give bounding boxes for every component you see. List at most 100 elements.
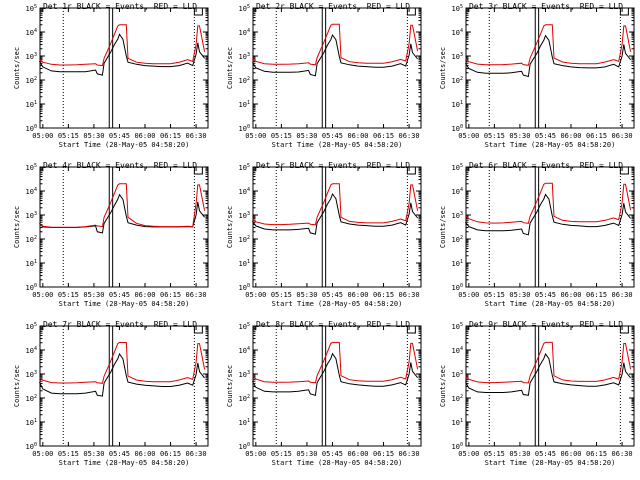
y-tick-label: 101 — [452, 418, 463, 427]
series-line-lld — [252, 183, 419, 226]
y-tick-label: 104 — [452, 187, 463, 196]
series-line-lld — [39, 342, 206, 384]
y-tick-label: 100 — [239, 124, 250, 133]
plot-frame — [465, 7, 635, 129]
panel-title: Det 8r BLACK = Events, RED = LLD — [256, 320, 410, 329]
panel-det-8: 05:00 05:15 05:30 05:45 06:00 06:15 06:30 100 10… — [226, 320, 422, 467]
x-tick-label: 05:15 — [484, 450, 505, 458]
x-tick-label: 05:30 — [83, 450, 104, 458]
y-axis-label: Counts/sec — [439, 47, 447, 89]
x-tick-label: 05:15 — [58, 132, 79, 140]
x-tick-label: 05:30 — [296, 450, 317, 458]
y-tick-label: 100 — [26, 442, 37, 451]
x-tick-label: 06:15 — [586, 450, 607, 458]
plot-frame — [465, 325, 635, 447]
y-tick-label: 102 — [239, 76, 250, 85]
y-tick-label: 101 — [239, 259, 250, 268]
series-line-lld — [252, 23, 419, 66]
x-tick-label: 06:00 — [347, 132, 368, 140]
panel-det-9: 05:00 05:15 05:30 05:45 06:00 06:15 06:30 100 10… — [439, 320, 635, 467]
x-tick-label: 06:00 — [347, 450, 368, 458]
series-line-lld — [465, 341, 632, 384]
series-line-lld — [39, 183, 206, 228]
panel-det-2: 05:00 05:15 05:30 05:45 06:00 06:15 06:30 100 10… — [226, 2, 422, 149]
panel-title: Det 1r BLACK = Events, RED = LLD — [43, 2, 197, 11]
y-tick-label: 103 — [239, 52, 250, 61]
y-tick-label: 104 — [452, 346, 463, 355]
y-axis-label: Counts/sec — [226, 365, 234, 407]
panel-title: Det 7r BLACK = Events, RED = LLD — [43, 320, 197, 329]
y-tick-label: 100 — [26, 124, 37, 133]
y-tick-label: 103 — [452, 211, 463, 220]
x-tick-label: 06:15 — [373, 132, 394, 140]
y-tick-label: 102 — [452, 394, 463, 403]
y-tick-label: 102 — [26, 394, 37, 403]
series-line-events — [251, 352, 418, 396]
y-tick-label: 102 — [239, 235, 250, 244]
y-tick-label: 102 — [26, 76, 37, 85]
y-tick-label: 104 — [26, 28, 37, 37]
y-tick-label: 105 — [452, 4, 463, 13]
interval-bracket — [619, 326, 629, 334]
panel-title: Det 4r BLACK = Events, RED = LLD — [43, 161, 197, 170]
y-axis-label: Counts/sec — [226, 47, 234, 89]
y-tick-label: 104 — [239, 346, 250, 355]
panel-title: Det 5r BLACK = Events, RED = LLD — [256, 161, 410, 170]
y-tick-label: 105 — [452, 322, 463, 331]
x-tick-label: 06:30 — [399, 132, 420, 140]
x-tick-label: 05:15 — [484, 132, 505, 140]
plot-frame — [252, 166, 422, 288]
y-tick-label: 100 — [239, 283, 250, 292]
x-tick-label: 05:45 — [109, 450, 130, 458]
x-axis-label: Start Time (28-May-05 04:58:20) — [485, 300, 616, 308]
y-tick-label: 102 — [239, 394, 250, 403]
series-line-events — [38, 33, 205, 76]
interval-bracket — [193, 8, 203, 16]
series-line-events — [464, 34, 631, 78]
x-tick-label: 05:30 — [509, 450, 530, 458]
x-tick-label: 06:15 — [373, 450, 394, 458]
y-tick-label: 104 — [239, 28, 250, 37]
series-line-lld — [465, 24, 632, 66]
y-tick-label: 100 — [452, 124, 463, 133]
y-tick-label: 101 — [452, 100, 463, 109]
y-tick-label: 105 — [239, 4, 250, 13]
x-tick-label: 05:30 — [509, 132, 530, 140]
plot-frame — [465, 166, 635, 288]
x-axis-label: Start Time (28-May-05 04:58:20) — [485, 459, 616, 467]
y-tick-label: 100 — [26, 283, 37, 292]
y-axis-label: Counts/sec — [13, 206, 21, 248]
y-tick-label: 100 — [452, 442, 463, 451]
x-tick-label: 06:00 — [560, 450, 581, 458]
panel-det-7: 05:00 05:15 05:30 05:45 06:00 06:15 06:30 100 10… — [13, 320, 209, 467]
y-tick-label: 101 — [239, 418, 250, 427]
x-tick-label: 05:45 — [109, 291, 130, 299]
series-line-lld — [39, 24, 206, 67]
y-tick-label: 104 — [26, 346, 37, 355]
x-tick-label: 05:00 — [32, 291, 53, 299]
y-axis-label: Counts/sec — [439, 206, 447, 248]
x-axis-label: Start Time (28-May-05 04:58:20) — [59, 141, 190, 149]
plot-frame — [39, 325, 209, 447]
x-tick-label: 06:30 — [612, 291, 633, 299]
y-axis-label: Counts/sec — [13, 365, 21, 407]
y-axis-label: Counts/sec — [226, 206, 234, 248]
panel-det-5: 05:00 05:15 05:30 05:45 06:00 06:15 06:30 100 10… — [226, 161, 422, 308]
x-axis-label: Start Time (28-May-05 04:58:20) — [59, 300, 190, 308]
y-tick-label: 103 — [26, 211, 37, 220]
x-axis-label: Start Time (28-May-05 04:58:20) — [272, 459, 403, 467]
interval-bracket — [406, 167, 416, 175]
y-tick-label: 105 — [26, 322, 37, 331]
x-axis-label: Start Time (28-May-05 04:58:20) — [272, 141, 403, 149]
interval-bracket — [193, 326, 203, 334]
panel-det-1: 05:00 05:15 05:30 05:45 06:00 06:15 06:30 100 10… — [13, 2, 209, 149]
interval-bracket — [619, 167, 629, 175]
x-tick-label: 05:15 — [58, 450, 79, 458]
x-tick-label: 05:30 — [296, 291, 317, 299]
x-tick-label: 05:15 — [271, 132, 292, 140]
y-tick-label: 105 — [452, 163, 463, 172]
y-tick-label: 102 — [452, 235, 463, 244]
y-tick-label: 100 — [452, 283, 463, 292]
x-tick-label: 06:30 — [186, 132, 207, 140]
